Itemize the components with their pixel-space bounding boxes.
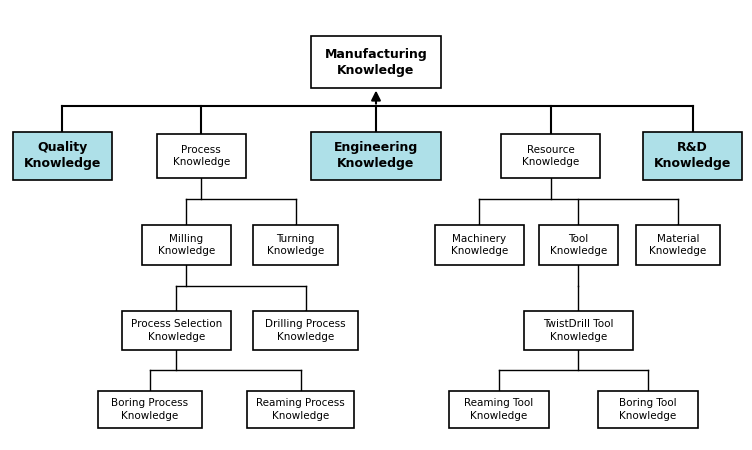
Text: Process Selection
Knowledge: Process Selection Knowledge — [131, 320, 222, 342]
Bar — [643, 132, 742, 180]
Text: TwistDrill Tool
Knowledge: TwistDrill Tool Knowledge — [543, 320, 614, 342]
Bar — [538, 225, 618, 265]
Bar — [13, 132, 112, 180]
Polygon shape — [180, 225, 193, 236]
Bar — [599, 391, 698, 428]
Bar — [253, 225, 338, 265]
Bar — [247, 391, 354, 428]
Bar — [435, 225, 524, 265]
Text: Quality
Knowledge: Quality Knowledge — [23, 141, 101, 171]
Bar — [450, 391, 549, 428]
Text: Process
Knowledge: Process Knowledge — [173, 144, 230, 167]
Bar — [122, 311, 231, 351]
Bar — [156, 134, 246, 178]
Polygon shape — [289, 225, 302, 236]
Text: Milling
Knowledge: Milling Knowledge — [158, 234, 215, 256]
Text: Manufacturing
Knowledge: Manufacturing Knowledge — [325, 48, 427, 76]
Polygon shape — [572, 311, 586, 322]
Text: Reaming Tool
Knowledge: Reaming Tool Knowledge — [465, 399, 534, 421]
Text: Drilling Process
Knowledge: Drilling Process Knowledge — [265, 320, 346, 342]
Text: Engineering
Knowledge: Engineering Knowledge — [334, 141, 418, 171]
Text: Machinery
Knowledge: Machinery Knowledge — [450, 234, 508, 256]
Bar — [253, 311, 358, 351]
Bar — [311, 36, 441, 88]
Text: Boring Tool
Knowledge: Boring Tool Knowledge — [619, 399, 677, 421]
Text: Turning
Knowledge: Turning Knowledge — [267, 234, 324, 256]
Text: Tool
Knowledge: Tool Knowledge — [550, 234, 607, 256]
Polygon shape — [671, 225, 685, 236]
Bar — [635, 225, 720, 265]
Bar — [311, 132, 441, 180]
Polygon shape — [169, 311, 183, 322]
Polygon shape — [472, 225, 487, 236]
Bar — [501, 134, 600, 178]
Bar — [98, 391, 202, 428]
Bar — [524, 311, 633, 351]
Text: Material
Knowledge: Material Knowledge — [649, 234, 706, 256]
Text: R&D
Knowledge: R&D Knowledge — [654, 141, 732, 171]
Text: Boring Process
Knowledge: Boring Process Knowledge — [111, 399, 188, 421]
Polygon shape — [299, 311, 313, 322]
Polygon shape — [572, 225, 586, 236]
Text: Resource
Knowledge: Resource Knowledge — [522, 144, 579, 167]
Bar — [141, 225, 231, 265]
Text: Reaming Process
Knowledge: Reaming Process Knowledge — [256, 399, 345, 421]
